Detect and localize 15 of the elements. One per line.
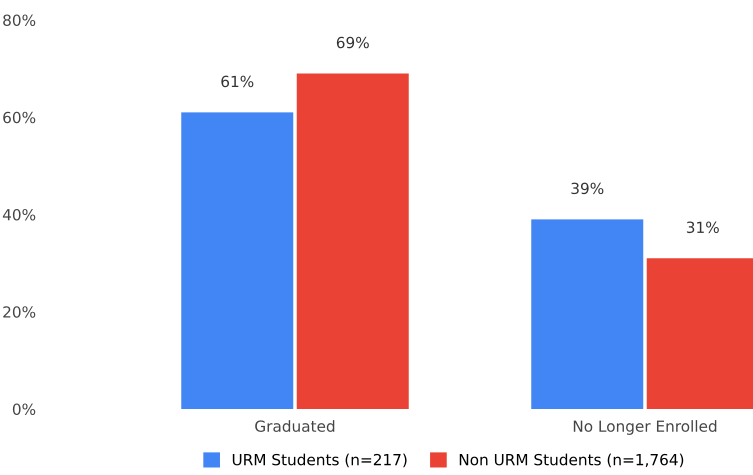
- data-label: 69%: [336, 36, 369, 48]
- bar: [531, 219, 644, 409]
- y-tick-label: 80%: [3, 14, 36, 26]
- legend-label: Non URM Students (n=1,764): [460, 454, 684, 468]
- x-tick-label: Graduated: [255, 420, 334, 432]
- data-label: 39%: [571, 182, 604, 194]
- data-label: 61%: [221, 76, 254, 88]
- data-label: 31%: [686, 222, 719, 234]
- legend-label: URM Students (n=217): [232, 454, 407, 468]
- y-tick-label: 0%: [12, 403, 36, 416]
- bar: [181, 112, 294, 409]
- y-tick-label: 20%: [3, 306, 36, 318]
- y-tick-label: 40%: [2, 208, 36, 221]
- y-tick-label: 60%: [3, 112, 36, 124]
- x-tick-label: No Longer Enrolled: [574, 420, 716, 435]
